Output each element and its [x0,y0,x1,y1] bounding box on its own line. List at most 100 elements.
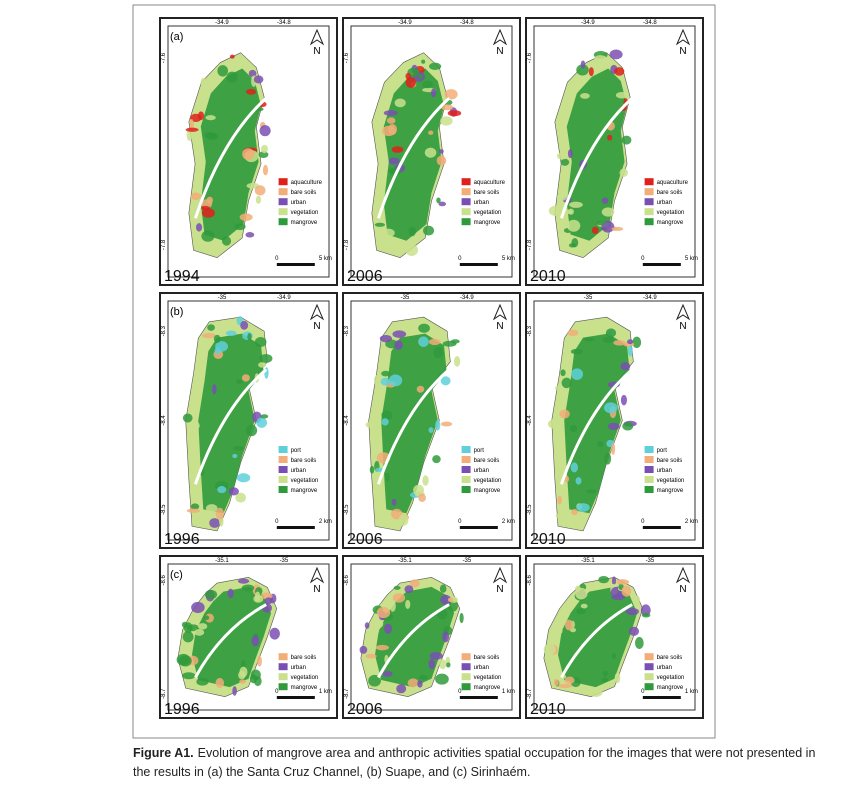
scale-label: 5 km [685,256,698,262]
land-patch [602,336,614,343]
land-patch [418,674,429,680]
land-patch [365,422,374,428]
land-patch [567,329,579,337]
north-label: N [679,584,686,595]
y-coordinate: -8.4 [161,415,167,426]
land-patch [560,369,566,377]
legend-label: bare soils [291,190,317,196]
y-coordinate: -7.8 [161,239,167,250]
legend-swatch [278,456,288,463]
land-patch [562,607,572,613]
land-patch [240,320,249,330]
land-patch [416,385,425,393]
legend-label: aquaculture [657,180,689,186]
land-patch [205,115,216,121]
legend-swatch [278,188,288,196]
scale-label: 0 [458,519,462,525]
legend-swatch [278,218,288,226]
legend-label: mangrove [474,488,501,494]
land-patch [609,49,623,60]
north-label: N [496,584,503,595]
land-patch [380,377,390,386]
x-coordinate: -35.1 [215,558,229,564]
panel-year: 1996 [164,531,200,548]
river-channel [377,603,450,679]
legend-label: bare soils [474,190,500,196]
land-patch [556,152,568,160]
land-patch [368,629,380,634]
legend-swatch [278,683,288,691]
legend-label: mangrove [474,685,501,691]
y-coordinate: -8.7 [344,688,350,699]
land-patch [413,484,425,496]
legend-label: urban [291,468,306,474]
land-patch [239,666,248,678]
land-patch [620,362,631,371]
x-coordinate: -35 [463,558,472,564]
land-patch [440,116,453,126]
land-patch [555,208,562,216]
land-patch [182,672,196,680]
land-patch [447,600,458,612]
legend-swatch [461,208,471,216]
land-patch [202,333,216,339]
legend-label: mangrove [291,685,318,691]
legend-swatch [461,446,471,453]
legend-label: urban [474,200,489,206]
land-patch [236,473,251,483]
mangrove-area [566,68,628,241]
land-patch [553,425,559,436]
legend-swatch [644,653,654,661]
land-patch [570,348,583,355]
legend-swatch [461,673,471,681]
land-patch [392,593,406,603]
north-label: N [496,321,503,332]
land-patch [196,677,209,686]
land-patch [254,337,267,348]
land-patch [615,91,628,99]
land-patch [553,679,559,686]
legend-swatch [461,456,471,463]
land-patch [440,376,451,386]
land-patch [247,332,252,341]
land-patch [182,631,194,643]
north-arrow [492,28,508,46]
scale-bar [459,263,498,266]
x-coordinate: -35 [218,295,227,301]
land-patch [249,674,257,684]
land-patch [396,684,407,694]
x-coordinate: -35 [401,295,410,301]
land-patch [248,69,257,78]
scale-label: 0 [641,519,645,525]
land-patch [627,339,634,345]
north-arrow [309,28,325,46]
north-arrow [675,28,691,46]
land-patch [589,687,603,697]
land-patch [388,157,400,165]
land-patch [619,168,628,177]
land-patch [205,504,218,513]
land-patch [576,503,590,512]
river-channel [560,603,633,679]
y-coordinate: -8.4 [344,415,350,426]
land-patch [383,110,398,116]
legend-label: urban [474,665,489,671]
land-patch [225,330,237,337]
mangrove-area [191,586,272,688]
land-patch [567,149,573,159]
north-arrow [309,303,325,321]
y-coordinate: -8.3 [344,325,350,336]
scale-label: 0 [458,689,462,695]
land-patch [242,148,255,160]
land-patch [245,232,255,238]
legend-swatch [461,653,471,661]
land-patch [433,346,444,359]
legend-label: aquaculture [474,180,506,186]
land-patch [440,594,452,605]
panel-year: 2006 [347,701,383,718]
legend-label: aquaculture [291,180,323,186]
land-patch [450,339,460,344]
land-patch [571,368,584,380]
